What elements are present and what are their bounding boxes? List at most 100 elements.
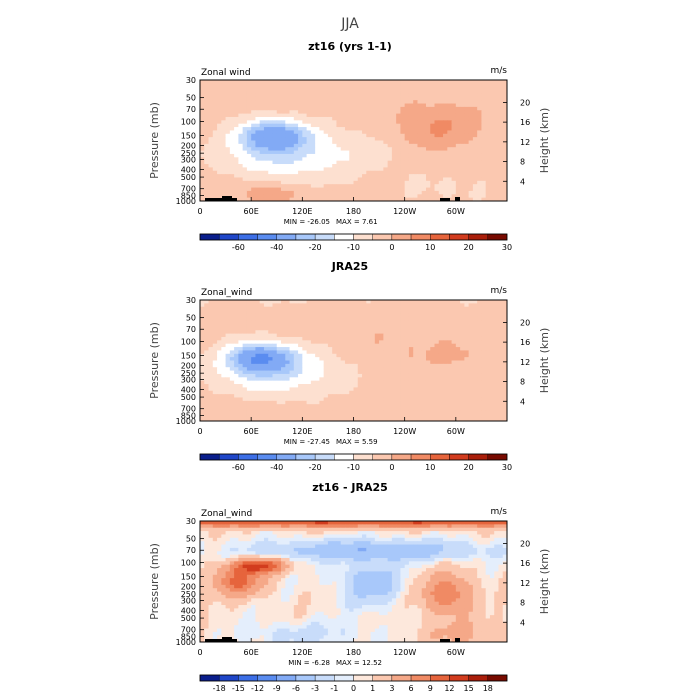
contour-cell [417, 133, 423, 138]
contour-cell [208, 147, 214, 151]
contour-cell [379, 373, 384, 378]
contour-cell [417, 373, 423, 378]
contour-cell [460, 377, 465, 382]
contour-cell [319, 174, 325, 178]
contour-cell [225, 394, 231, 398]
contour-cell [485, 153, 491, 158]
contour-cell [460, 300, 465, 304]
contour-cell [238, 300, 244, 304]
contour-cell [289, 187, 295, 192]
contour-cell [447, 363, 452, 368]
contour-cell [238, 153, 244, 158]
contour-cell [306, 130, 312, 135]
contour-cell [383, 106, 389, 111]
contour-cell [438, 390, 444, 395]
contour-cell [238, 184, 244, 188]
contour-cell [221, 336, 226, 341]
contour-cell [468, 80, 474, 84]
contour-cell [340, 100, 346, 104]
contour-cell [370, 397, 376, 402]
contour-cell [477, 127, 482, 131]
contour-cell [362, 80, 367, 84]
contour-cell [430, 310, 435, 314]
panel-1: zt16 (yrs 1-1)Zonal wind m/s3050701001502… [148, 40, 551, 252]
contour-cell [421, 93, 427, 98]
contour-cell [430, 116, 435, 121]
contour-cell [379, 320, 384, 324]
contour-cell [281, 370, 286, 375]
contour-cell [447, 323, 452, 328]
contour-cell [460, 373, 465, 378]
contour-cell [315, 174, 320, 178]
contour-cell [298, 120, 303, 125]
contour-cell [379, 353, 384, 358]
contour-cell [298, 110, 303, 115]
contour-cell [344, 86, 350, 91]
contour-cell [443, 100, 448, 104]
contour-cell [417, 86, 423, 91]
contour-cell [293, 326, 299, 331]
contour-cell [434, 140, 440, 145]
contour-cell [336, 303, 342, 308]
contour-cell [289, 184, 295, 188]
contour-cell [336, 157, 342, 162]
contour-cell [413, 147, 418, 151]
contour-cell [451, 326, 457, 331]
contour-cell [379, 190, 384, 195]
contour-cell [404, 360, 410, 365]
contour-cell [464, 90, 470, 94]
contour-cell [263, 397, 269, 402]
contour-cell [332, 187, 337, 192]
contour-cell [417, 343, 423, 348]
contour-cell [472, 180, 478, 185]
height-tick-label: 4 [520, 177, 525, 186]
contour-cell [421, 320, 427, 324]
contour-cell [408, 96, 414, 101]
contour-cell [238, 177, 244, 182]
contour-cell [404, 390, 410, 395]
contour-cell [310, 167, 316, 172]
contour-cell [285, 370, 290, 375]
contour-cell [225, 93, 231, 98]
contour-cell [366, 96, 371, 101]
contour-cell [438, 367, 444, 371]
contour-cell [391, 160, 397, 165]
contour-cell [268, 130, 273, 135]
contour-cell [366, 316, 371, 321]
contour-cell [259, 323, 265, 328]
contour-cell [332, 80, 337, 84]
contour-cell [489, 313, 495, 318]
contour-cell [362, 387, 367, 392]
contour-cell [263, 363, 269, 368]
contour-cell [366, 377, 371, 382]
contour-cell [374, 120, 380, 125]
contour-cell [340, 390, 346, 395]
contour-cell [430, 373, 435, 378]
contour-cell [489, 150, 495, 155]
contour-cell [464, 377, 470, 382]
contour-cell [447, 300, 452, 304]
contour-cell [319, 93, 325, 98]
contour-cell [430, 320, 435, 324]
contour-cell [421, 157, 427, 162]
contour-cell [417, 157, 423, 162]
contour-cell [306, 336, 312, 341]
contour-cell [302, 340, 307, 345]
contour-cell [485, 123, 491, 128]
contour-cell [502, 86, 508, 91]
contour-cell [276, 167, 282, 172]
contour-cell [370, 340, 376, 345]
contour-cell [306, 397, 312, 402]
contour-cell [430, 127, 435, 131]
contour-cell [485, 397, 491, 402]
contour-cell [502, 357, 508, 361]
contour-cell [391, 300, 397, 304]
contour-cell [259, 130, 265, 135]
contour-cell [327, 390, 333, 395]
contour-cell [242, 164, 248, 168]
contour-cell [238, 113, 244, 118]
contour-cell [263, 306, 269, 311]
contour-cell [272, 313, 278, 318]
contour-cell [434, 137, 440, 141]
contour-cell [310, 380, 316, 385]
